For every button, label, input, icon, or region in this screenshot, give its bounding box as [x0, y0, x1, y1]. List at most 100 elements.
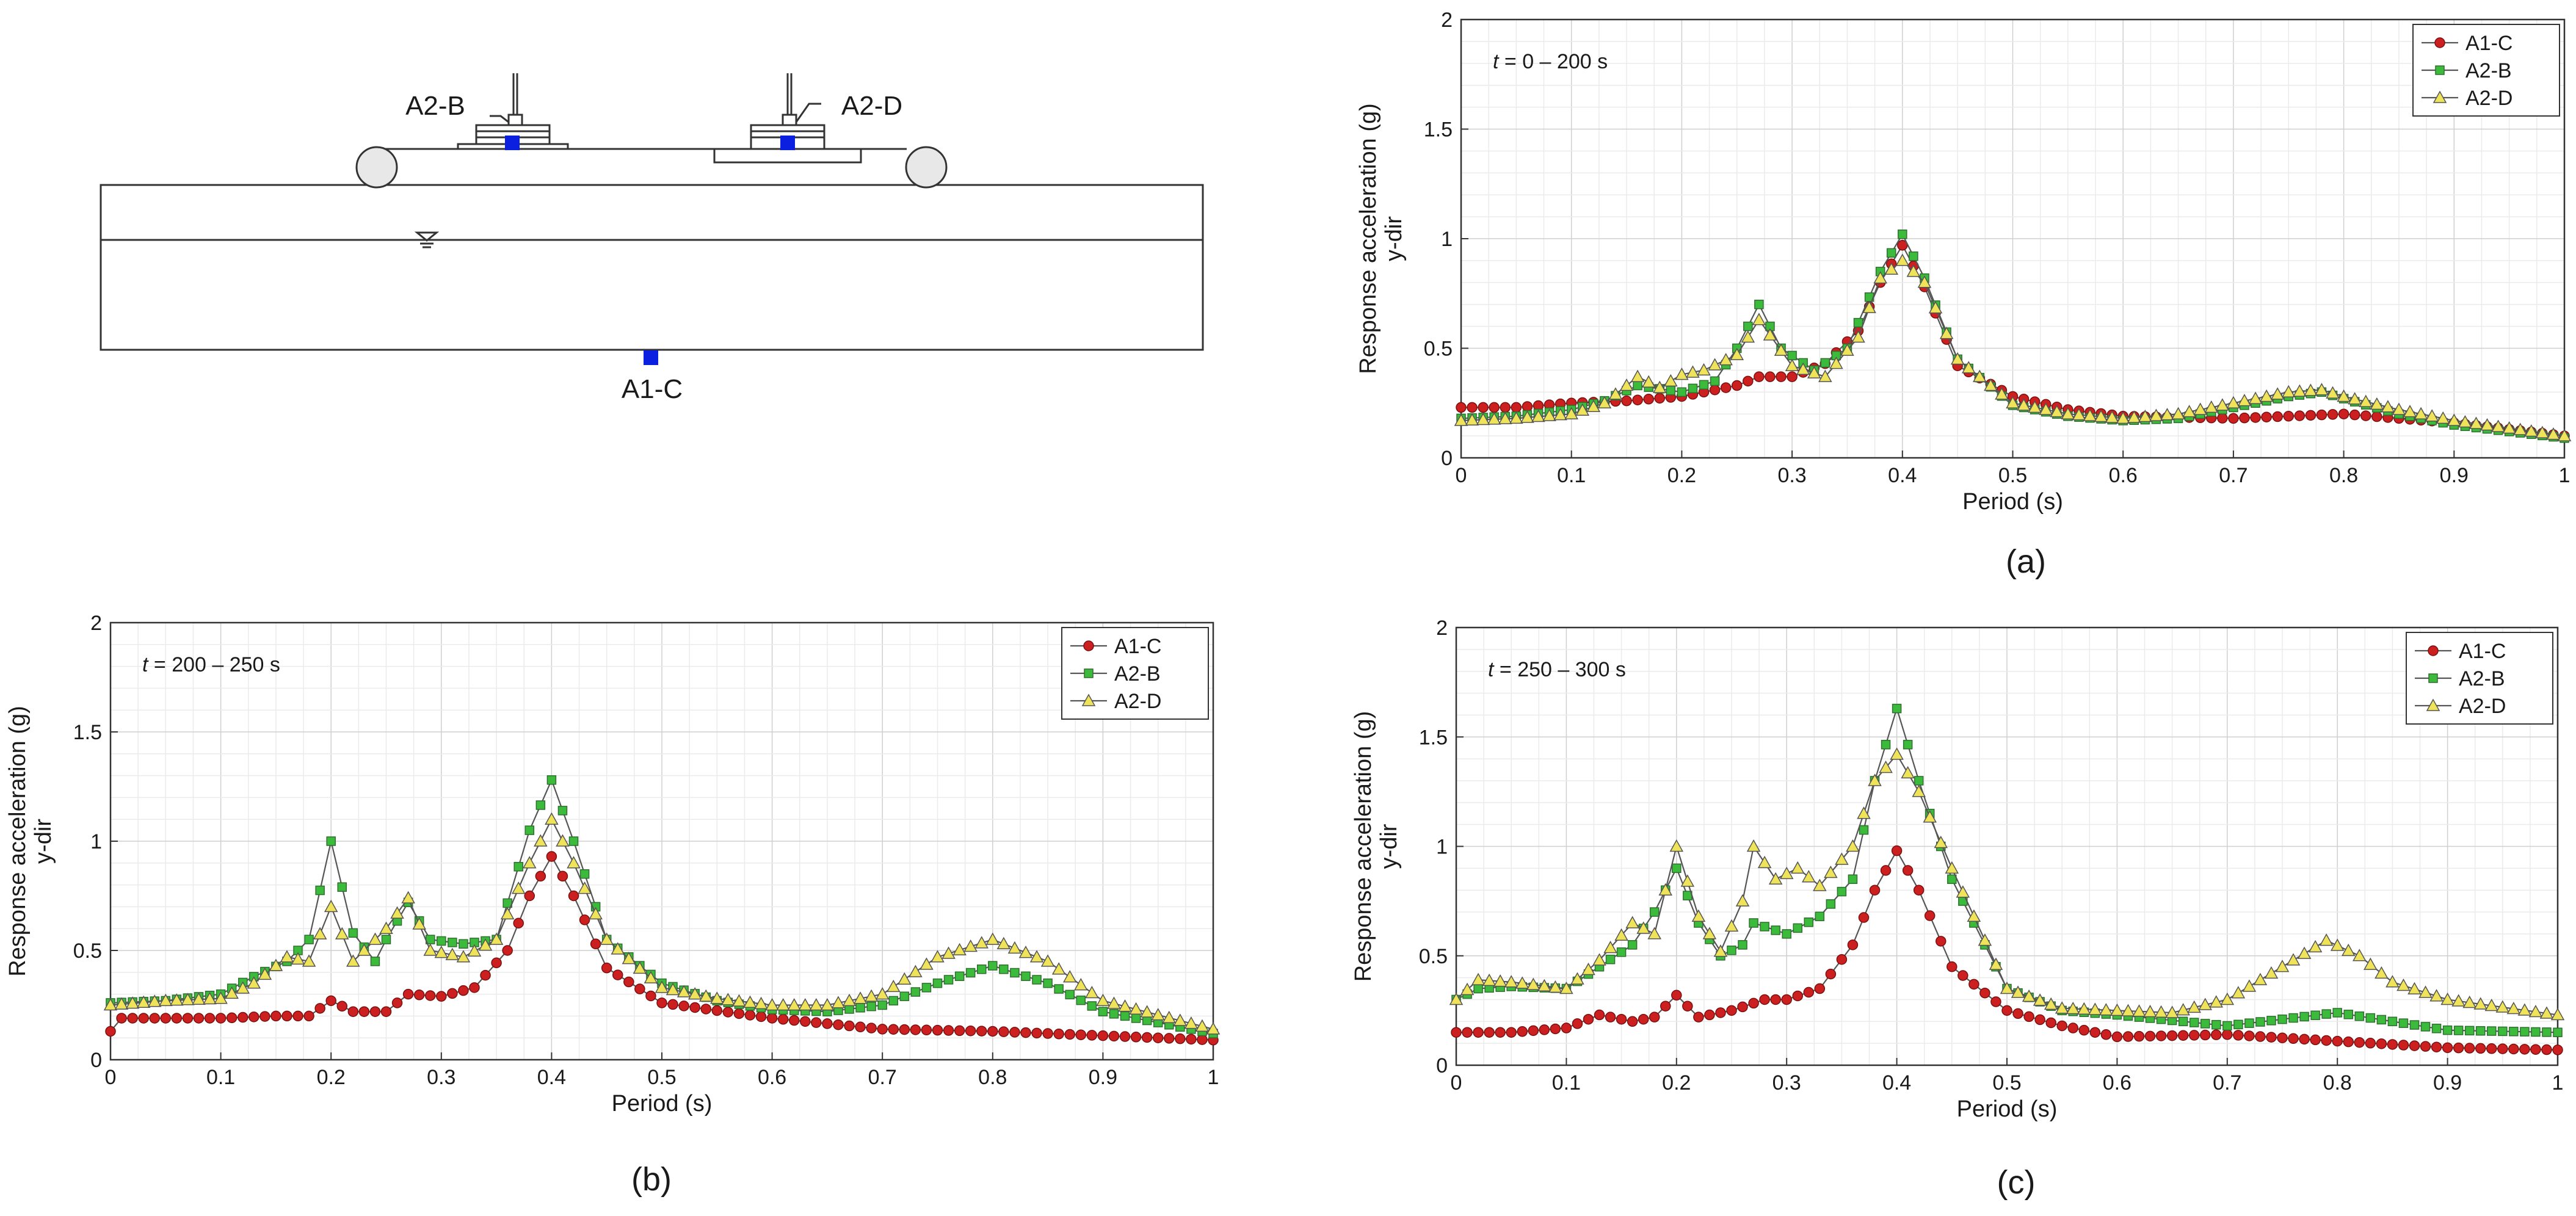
chart-b-xlabel: Period (s): [612, 1091, 713, 1116]
chart-b-legend-marker: [1083, 640, 1094, 651]
chart-c-point-a2b: [1649, 907, 1660, 917]
chart-b-point-a1c: [656, 997, 667, 1008]
chart-a-point-a1c: [1511, 402, 1522, 413]
chart-c-point-a2d: [2550, 1008, 2565, 1021]
chart-a-point-a2d: [1597, 396, 1612, 408]
chart-b-point-a2d: [181, 993, 195, 1005]
chart-c-point-a1c: [1792, 990, 1803, 1002]
chart-c-point-a2d: [1757, 855, 1772, 869]
chart-c-point-a2d: [2187, 1000, 2201, 1013]
chart-a-point-a1c: [2316, 409, 2327, 421]
sensor-label-a2b: A2-B: [405, 91, 465, 121]
chart-b-point-a2b: [888, 996, 899, 1006]
chart-c-point-a2d: [2286, 953, 2301, 966]
chart-a-point-a2d: [2458, 414, 2472, 428]
chart-c-point-a2b: [2354, 1011, 2365, 1021]
chart-a-point-a2d: [1641, 375, 1656, 388]
chart-c-point-a2d: [2495, 1000, 2510, 1013]
chart-b-point-a1c: [424, 990, 436, 1001]
chart-b-point-a2d: [666, 982, 680, 996]
chart-c-point-a2b: [1848, 874, 1858, 885]
chart-c-point-a1c: [1704, 1009, 1715, 1021]
chart-a-point-a2d: [1939, 327, 1954, 339]
chart-b-point-a2d: [578, 881, 592, 894]
chart-a-point-a2d: [1531, 409, 1545, 422]
chart-b-point-a2d: [523, 856, 537, 869]
chart-b-point-a2d: [511, 881, 526, 894]
chart-a-point-a2d: [1476, 412, 1490, 425]
chart-b-point-a1c: [116, 1013, 127, 1024]
chart-b-point-a2d: [787, 997, 801, 1011]
chart-b-point-a2b: [315, 885, 325, 896]
chart-b-ytick-label: 2: [90, 612, 102, 635]
chart-c-point-a2d: [1912, 784, 1926, 797]
chart-c-point-a1c: [1517, 1026, 1528, 1037]
chart-c-point-a1c: [2288, 1033, 2299, 1044]
chart-c-point-a2d: [2462, 995, 2476, 1008]
chart-c-point-a1c: [1737, 1001, 1748, 1013]
chart-a-point-a2d: [2535, 425, 2550, 438]
chart-b-point-a1c: [844, 1020, 855, 1032]
chart-b-point-a2b: [579, 869, 590, 879]
chart-b-point-a2b: [1032, 975, 1042, 985]
chart-c-point-a2d: [2044, 997, 2058, 1010]
chart-c-point-a1c: [2155, 1030, 2167, 1041]
chart-a-point-a1c: [2338, 408, 2349, 419]
sensor-a1c-marker: [644, 350, 658, 365]
chart-c-point-a1c: [1726, 1005, 1737, 1016]
chart-c-point-a1c: [1627, 1016, 1638, 1027]
chart-c-point-a1c: [2188, 1030, 2200, 1041]
chart-b-point-a1c: [336, 1001, 348, 1012]
chart-b-point-a1c: [866, 1022, 877, 1033]
chart-a-point-a1c: [2239, 412, 2250, 424]
chart-c-ytick-label: 1: [1436, 836, 1448, 859]
chart-c-point-a2b: [2222, 1021, 2232, 1031]
chart-a-point-a2d: [2083, 408, 2097, 421]
chart-c-point-a2d: [1978, 933, 1992, 946]
chart-c-point-a2d: [2330, 938, 2345, 951]
chart-a-point-a2d: [2359, 394, 2373, 407]
chart-c-point-a1c: [2045, 1017, 2056, 1029]
chart-c-legend-marker: [2428, 645, 2439, 656]
chart-b-point-a1c: [303, 1010, 314, 1022]
chart-a-point-a2b: [1743, 321, 1753, 331]
chart-a-point-a2b: [1853, 317, 1863, 328]
chart-c-point-a1c: [1825, 968, 1837, 980]
chart-b-point-a1c: [546, 851, 557, 862]
chart-a-legend-label: A2-B: [2465, 59, 2512, 82]
chart-b-xtick-label: 0.8: [978, 1066, 1007, 1089]
chart-b-point-a2d: [1018, 946, 1033, 958]
chart-c-point-a2b: [2520, 1027, 2530, 1037]
chart-b-point-a2d: [710, 991, 724, 1004]
chart-c-point-a2d: [2154, 1005, 2168, 1018]
chart-b-point-a2d: [445, 947, 460, 960]
chart-c-point-a2b: [2431, 1024, 2442, 1033]
chart-c-point-a2b: [2299, 1012, 2309, 1022]
chart-a-point-a2d: [1741, 330, 1755, 343]
chart-c-point-a2d: [2308, 939, 2323, 953]
chart-a-xtick-label: 0.2: [1667, 464, 1696, 487]
chart-a-point-a2d: [2348, 392, 2362, 405]
chart-c-point-a1c: [1869, 885, 1881, 896]
chart-a-point-a1c: [1776, 371, 1787, 382]
chart-c-point-a2d: [1901, 765, 1915, 779]
chart-c-point-a1c: [2255, 1031, 2266, 1042]
chart-a-point-a2d: [2546, 427, 2561, 440]
chart-a-xtick-label: 0.7: [2219, 464, 2248, 487]
chart-c-point-a2b: [1473, 983, 1483, 994]
water-level-symbol: [414, 231, 440, 248]
chart-b-point-a1c: [788, 1015, 800, 1026]
chart-b-point-a1c: [347, 1006, 359, 1017]
chart-a-point-a2d: [1917, 275, 1932, 288]
chart-a-point-a2d: [2028, 400, 2042, 413]
chart-a-xtick-label: 0.6: [2109, 464, 2138, 487]
chart-c-point-a1c: [2420, 1041, 2431, 1052]
chart-b-point-a2d: [611, 942, 625, 955]
chart-b-point-a2d: [192, 992, 206, 1005]
chart-a-xtick-label: 0.8: [2329, 464, 2358, 487]
chart-c-point-a1c: [2222, 1029, 2233, 1040]
chart-a-point-a2d: [1961, 361, 1976, 374]
chart-a-point-a2b: [1898, 230, 1907, 239]
chart-c-point-a1c: [2343, 1036, 2354, 1048]
chart-panel-a: 0 0.1 0.2 0.3 0.4 0.5 0.6 0.7 0.8 0.9 1 0 0.5 1 1.5 2 A1…: [1355, 9, 2572, 580]
